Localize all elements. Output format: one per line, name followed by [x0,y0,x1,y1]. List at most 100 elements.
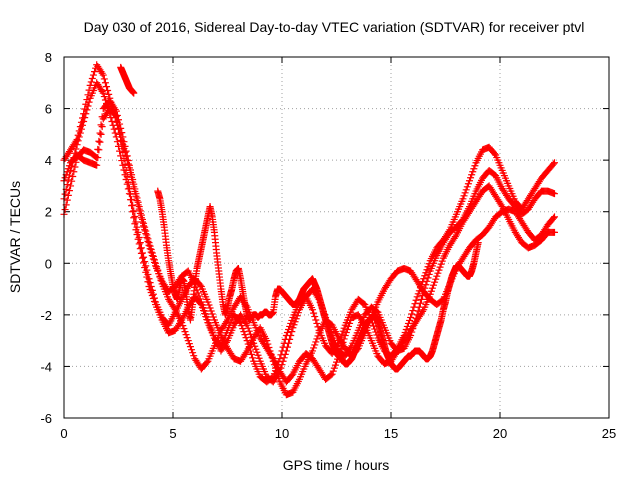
data-point-marker [291,318,299,326]
data-point-marker [470,165,478,173]
data-point-marker [460,192,468,200]
data-point-marker [147,282,155,290]
data-point-marker [75,127,83,135]
data-point-marker [100,93,108,101]
data-point-marker [206,322,214,330]
data-point-marker [79,114,87,122]
y-tick-label: 6 [45,102,52,117]
y-tick-label: 8 [45,50,52,65]
data-point-marker [85,86,93,94]
chart-title: Day 030 of 2016, Sidereal Day-to-day VTE… [84,19,585,35]
data-point-marker [462,186,470,194]
data-point-marker [434,269,442,277]
data-point-marker [70,168,78,176]
data-point-marker [97,130,105,138]
data-point-marker [143,266,151,274]
data-point-marker [209,313,217,321]
data-point-marker [205,301,213,309]
data-point-marker [438,257,446,265]
data-point-marker [207,325,215,333]
data-point-marker [340,324,348,332]
data-point-marker [87,78,95,86]
y-axis-label: SDTVAR / TECUs [7,181,23,293]
data-point-marker [206,304,214,312]
data-point-marker [407,313,415,321]
data-point-marker [339,338,347,346]
data-point-marker [254,351,262,359]
data-point-marker [287,331,295,339]
data-point-marker [99,71,107,79]
data-point-marker [423,277,431,285]
data-point-marker [471,162,479,170]
data-point-marker [132,190,140,198]
data-point-marker [185,340,193,348]
data-point-marker [129,201,137,209]
data-point-marker [129,208,137,216]
data-point-marker [310,344,318,352]
data-point-marker [181,328,189,336]
data-point-marker [64,191,72,199]
data-point-marker [96,129,104,137]
data-point-marker [132,218,140,226]
data-point-marker [247,350,255,358]
data-point-marker [136,245,144,253]
data-point-marker [290,321,298,329]
data-point-marker [91,68,99,76]
data-point-marker [133,194,141,202]
data-point-marker [196,295,204,303]
data-point-marker [125,161,133,169]
data-point-marker [289,324,297,332]
data-point-marker [190,352,198,360]
data-point-marker [313,319,321,327]
data-point-marker [423,266,431,274]
data-point-marker [343,325,351,333]
data-point-marker [134,228,142,236]
data-point-marker [93,154,101,162]
data-point-marker [80,110,88,118]
data-point-marker [130,89,138,97]
data-point-marker [141,223,149,231]
data-point-marker [133,223,141,231]
data-point-marker [137,244,145,252]
data-point-marker [427,287,435,295]
data-point-marker [103,83,111,91]
x-axis-label: GPS time / hours [283,457,390,473]
data-point-marker [201,307,209,315]
data-point-marker [249,354,257,362]
data-point-marker [105,90,113,98]
data-point-marker [342,328,350,336]
data-point-marker [104,87,112,95]
data-point-marker [202,310,210,318]
data-point-marker [150,294,158,302]
data-point-marker [136,207,144,215]
data-point-marker [549,160,557,168]
data-point-marker [88,74,96,82]
data-point-marker [121,142,129,150]
data-point-marker [292,315,300,323]
data-point-marker [341,331,349,339]
data-point-marker [188,346,196,354]
data-point-marker [205,319,213,327]
data-point-marker [136,239,144,247]
data-point-marker [197,298,205,306]
data-point-marker [287,319,295,327]
data-point-marker [340,335,348,343]
y-tick-label: -6 [40,411,52,426]
data-point-marker [97,121,105,129]
data-point-marker [94,145,102,153]
data-point-marker [293,312,301,320]
data-point-marker [65,162,73,170]
data-point-marker [131,212,139,220]
data-point-marker [178,319,186,327]
data-point-marker [194,289,202,297]
data-point-marker [329,367,337,375]
data-point-marker [76,123,84,131]
data-point-marker [123,180,131,188]
plot-border [63,56,610,419]
data-point-marker [404,319,412,327]
data-point-marker [154,266,162,274]
data-point-marker [245,327,253,335]
data-point-marker [311,341,319,349]
data-point-marker [130,180,138,188]
